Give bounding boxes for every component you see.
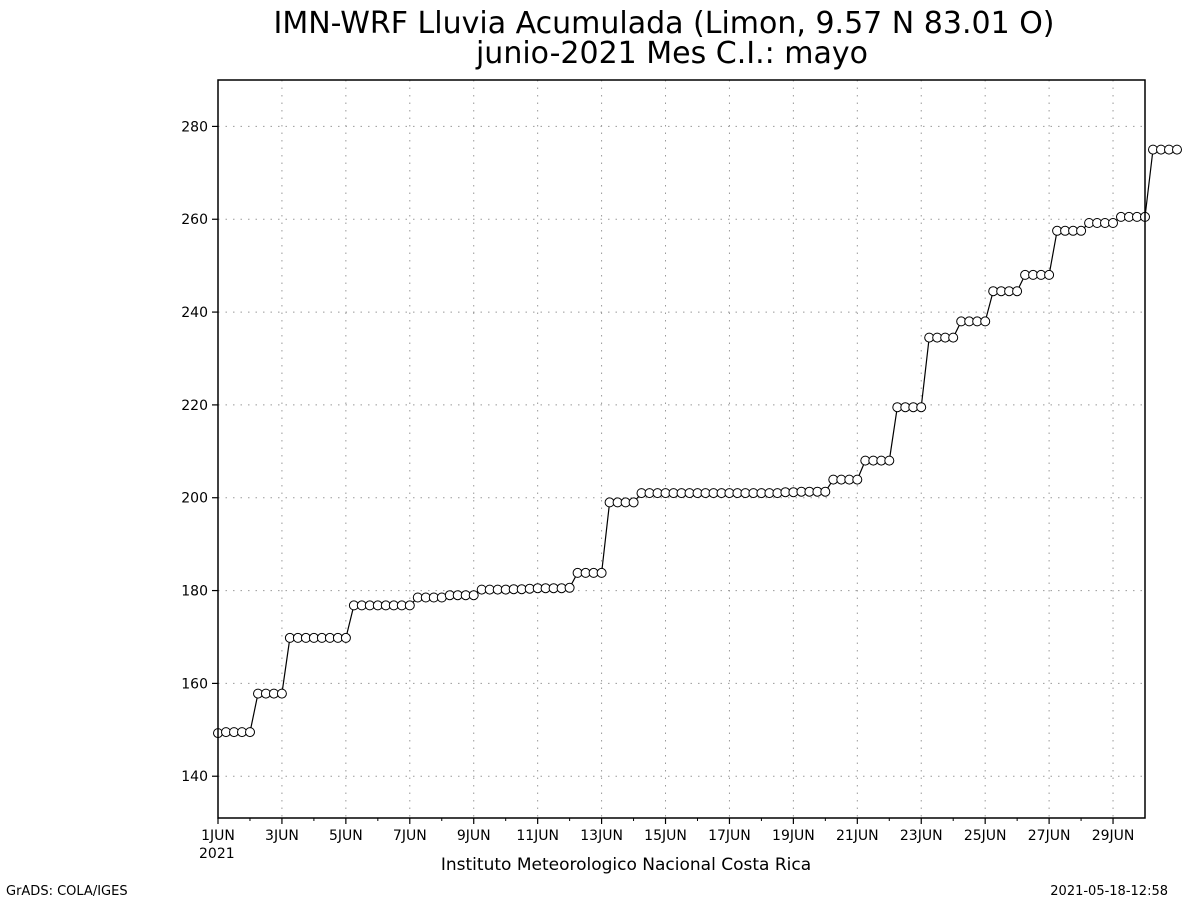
- data-point: [1076, 225, 1087, 236]
- data-point: [852, 474, 863, 485]
- x-tick-sublabel: 2021: [199, 846, 235, 862]
- x-tick-label: 27JUN: [1028, 828, 1071, 844]
- y-axis-ticks: 140 160 180 200 220 240 260 280: [181, 119, 218, 785]
- data-point: [340, 632, 351, 643]
- data-point: [564, 582, 575, 593]
- x-tick-label: 15JUN: [644, 828, 687, 844]
- grid-lines: [218, 80, 1145, 818]
- x-tick-label: 19JUN: [772, 828, 815, 844]
- data-point: [245, 727, 255, 738]
- x-tick-label: 5JUN: [329, 828, 363, 844]
- series-line: [217, 149, 1177, 734]
- y-tick-label: 140: [181, 769, 208, 785]
- y-tick-label: 240: [181, 305, 208, 321]
- y-tick-label: 180: [181, 584, 208, 600]
- x-tick-label: 29JUN: [1092, 828, 1135, 844]
- data-point: [980, 316, 991, 327]
- data-point: [628, 497, 639, 508]
- data-point: [820, 486, 831, 497]
- x-tick-label: 1JUN: [201, 828, 235, 844]
- x-tick-label: 21JUN: [836, 828, 879, 844]
- series-group: [213, 144, 1182, 739]
- y-tick-label: 200: [181, 491, 208, 507]
- footer-left: GrADS: COLA/IGES: [6, 884, 128, 899]
- data-point: [276, 688, 287, 699]
- data-point: [884, 455, 895, 466]
- data-point: [596, 567, 607, 578]
- chart-subtitle: junio-2021 Mes C.I.: mayo: [475, 36, 868, 71]
- y-tick-label: 220: [181, 398, 208, 414]
- y-tick-label: 160: [181, 676, 208, 692]
- x-tick-label: 25JUN: [964, 828, 1007, 844]
- data-point: [1108, 218, 1118, 228]
- data-point: [404, 600, 415, 611]
- data-point: [1012, 286, 1023, 297]
- x-tick-label: 3JUN: [265, 828, 299, 844]
- y-tick-label: 280: [181, 119, 208, 135]
- chart-credit: Instituto Meteorologico Nacional Costa R…: [441, 855, 811, 875]
- x-tick-label: 11JUN: [516, 828, 559, 844]
- x-tick-label: 13JUN: [580, 828, 623, 844]
- x-tick-label: 17JUN: [708, 828, 751, 844]
- data-point: [1044, 269, 1055, 280]
- x-tick-label: 7JUN: [393, 828, 427, 844]
- x-tick-label: 23JUN: [900, 828, 943, 844]
- data-point: [1172, 144, 1182, 155]
- x-tick-label: 9JUN: [457, 828, 491, 844]
- data-point: [948, 332, 959, 343]
- data-point: [468, 590, 479, 601]
- footer-right: 2021-05-18-12:58: [1050, 884, 1168, 899]
- x-axis-ticks: 1JUN 3JUN 5JUN 7JUN 9JUN 11JUN 13JUN 15JUN 17JUN…: [201, 818, 1134, 844]
- plot-frame: [217, 79, 1146, 819]
- y-tick-label: 260: [181, 212, 208, 228]
- chart-title: IMN-WRF Lluvia Acumulada (Limon, 9.57 N …: [273, 6, 1054, 41]
- data-point: [916, 402, 927, 413]
